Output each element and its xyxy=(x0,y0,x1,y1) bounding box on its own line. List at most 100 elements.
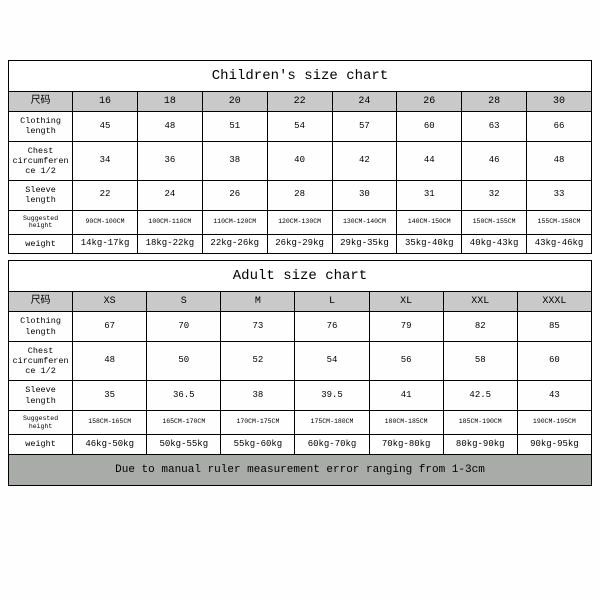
cell: 39.5 xyxy=(295,381,369,410)
adult-table-title: Adult size chart xyxy=(9,261,592,292)
cell: 158CM-165CM xyxy=(73,410,147,435)
adult-header-row: 尺码 XS S M L XL XXL XXXL xyxy=(9,292,592,312)
cell: 66 xyxy=(527,112,592,141)
row-label: weight xyxy=(9,435,73,454)
cell: 35 xyxy=(73,381,147,410)
children-size-col: 26 xyxy=(397,92,462,112)
cell: 48 xyxy=(73,341,147,381)
cell: 35kg-40kg xyxy=(397,235,462,254)
children-header-row: 尺码 16 18 20 22 24 26 28 30 xyxy=(9,92,592,112)
cell: 80kg-90kg xyxy=(443,435,517,454)
cell: 36 xyxy=(137,141,202,181)
cell: 100CM-110CM xyxy=(137,210,202,235)
cell: 46kg-50kg xyxy=(73,435,147,454)
cell: 85 xyxy=(517,312,591,341)
cell: 110CM-120CM xyxy=(202,210,267,235)
cell: 18kg-22kg xyxy=(137,235,202,254)
cell: 42.5 xyxy=(443,381,517,410)
row-label: Suggested height xyxy=(9,210,73,235)
children-size-col: 16 xyxy=(73,92,138,112)
cell: 130CM-140CM xyxy=(332,210,397,235)
adult-size-col: XS xyxy=(73,292,147,312)
adult-size-col: S xyxy=(147,292,221,312)
children-size-col: 22 xyxy=(267,92,332,112)
cell: 120CM-130CM xyxy=(267,210,332,235)
table-row: Chest circumference 1/2 48 50 52 54 56 5… xyxy=(9,341,592,381)
cell: 140CM-150CM xyxy=(397,210,462,235)
cell: 190CM-195CM xyxy=(517,410,591,435)
cell: 55kg-60kg xyxy=(221,435,295,454)
row-label: Suggested height xyxy=(9,410,73,435)
cell: 73 xyxy=(221,312,295,341)
cell: 50kg-55kg xyxy=(147,435,221,454)
cell: 58 xyxy=(443,341,517,381)
cell: 54 xyxy=(267,112,332,141)
cell: 48 xyxy=(527,141,592,181)
measurement-disclaimer: Due to manual ruler measurement error ra… xyxy=(9,454,592,485)
cell: 63 xyxy=(462,112,527,141)
children-header-label: 尺码 xyxy=(9,92,73,112)
table-row: Clothing length 67 70 73 76 79 82 85 xyxy=(9,312,592,341)
cell: 42 xyxy=(332,141,397,181)
row-label: Clothing length xyxy=(9,112,73,141)
cell: 82 xyxy=(443,312,517,341)
cell: 52 xyxy=(221,341,295,381)
children-size-table: Children's size chart 尺码 16 18 20 22 24 … xyxy=(8,60,592,254)
children-table-title: Children's size chart xyxy=(9,61,592,92)
children-size-col: 18 xyxy=(137,92,202,112)
cell: 67 xyxy=(73,312,147,341)
table-row: Clothing length 45 48 51 54 57 60 63 66 xyxy=(9,112,592,141)
row-label: Clothing length xyxy=(9,312,73,341)
cell: 56 xyxy=(369,341,443,381)
cell: 22kg-26kg xyxy=(202,235,267,254)
cell: 38 xyxy=(221,381,295,410)
adult-size-col: XXXL xyxy=(517,292,591,312)
table-row: Chest circumference 1/2 34 36 38 40 42 4… xyxy=(9,141,592,181)
cell: 43kg-46kg xyxy=(527,235,592,254)
cell: 48 xyxy=(137,112,202,141)
row-label: weight xyxy=(9,235,73,254)
children-size-col: 24 xyxy=(332,92,397,112)
children-size-col: 30 xyxy=(527,92,592,112)
cell: 70 xyxy=(147,312,221,341)
adult-size-col: L xyxy=(295,292,369,312)
cell: 57 xyxy=(332,112,397,141)
table-row: Sleeve length 22 24 26 28 30 31 32 33 xyxy=(9,181,592,210)
adult-size-col: XL xyxy=(369,292,443,312)
cell: 33 xyxy=(527,181,592,210)
row-label: Sleeve length xyxy=(9,381,73,410)
adult-header-label: 尺码 xyxy=(9,292,73,312)
cell: 175CM-180CM xyxy=(295,410,369,435)
cell: 22 xyxy=(73,181,138,210)
cell: 90kg-95kg xyxy=(517,435,591,454)
cell: 46 xyxy=(462,141,527,181)
cell: 45 xyxy=(73,112,138,141)
children-size-col: 20 xyxy=(202,92,267,112)
adult-size-table: Adult size chart 尺码 XS S M L XL XXL XXXL… xyxy=(8,260,592,486)
table-row: Suggested height 158CM-165CM 165CM-170CM… xyxy=(9,410,592,435)
cell: 24 xyxy=(137,181,202,210)
cell: 43 xyxy=(517,381,591,410)
cell: 30 xyxy=(332,181,397,210)
cell: 180CM-185CM xyxy=(369,410,443,435)
cell: 14kg-17kg xyxy=(73,235,138,254)
cell: 34 xyxy=(73,141,138,181)
adult-size-col: M xyxy=(221,292,295,312)
table-row: Sleeve length 35 36.5 38 39.5 41 42.5 43 xyxy=(9,381,592,410)
children-size-col: 28 xyxy=(462,92,527,112)
row-label: Sleeve length xyxy=(9,181,73,210)
table-row: weight 14kg-17kg 18kg-22kg 22kg-26kg 26k… xyxy=(9,235,592,254)
cell: 26kg-29kg xyxy=(267,235,332,254)
cell: 38 xyxy=(202,141,267,181)
cell: 41 xyxy=(369,381,443,410)
cell: 40 xyxy=(267,141,332,181)
cell: 155CM-158CM xyxy=(527,210,592,235)
cell: 29kg-35kg xyxy=(332,235,397,254)
row-label: Chest circumference 1/2 xyxy=(9,141,73,181)
cell: 31 xyxy=(397,181,462,210)
table-row: weight 46kg-50kg 50kg-55kg 55kg-60kg 60k… xyxy=(9,435,592,454)
cell: 32 xyxy=(462,181,527,210)
cell: 90CM-100CM xyxy=(73,210,138,235)
cell: 51 xyxy=(202,112,267,141)
cell: 26 xyxy=(202,181,267,210)
